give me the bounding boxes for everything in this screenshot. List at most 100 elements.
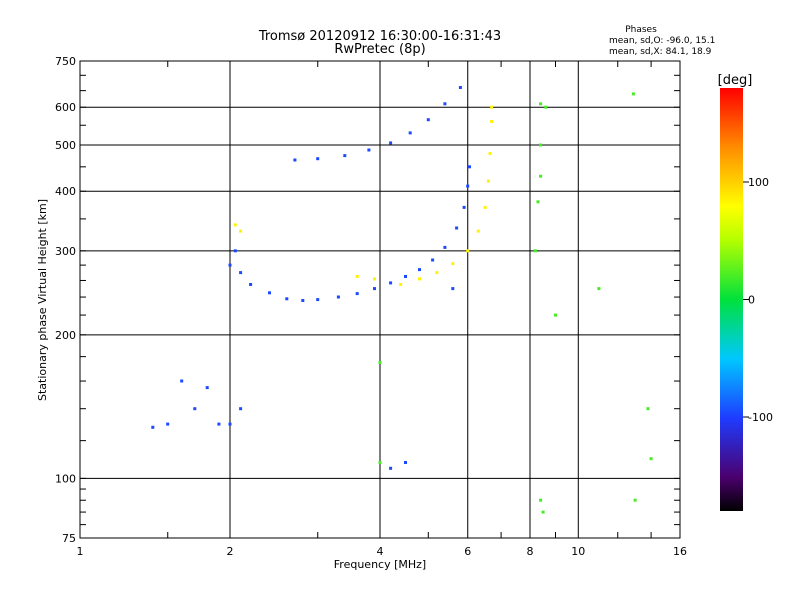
y-tick-label: 100 [55, 472, 76, 485]
x-tick-label: 8 [527, 545, 534, 558]
data-point [483, 205, 487, 209]
data-point [431, 258, 435, 262]
data-point [426, 118, 430, 122]
stats-line-x: mean, sd,X: 84.1, 18.9 [609, 47, 712, 57]
data-point [249, 283, 253, 286]
data-point [151, 425, 155, 429]
data-point [268, 291, 271, 295]
data-point [544, 105, 548, 109]
data-point [217, 422, 221, 426]
data-point [378, 461, 382, 464]
data-point [316, 298, 320, 302]
y-tick-label: 75 [62, 532, 76, 545]
colorbar-tick-label: 100 [748, 176, 769, 189]
y-tick-label: 400 [55, 185, 76, 198]
data-point [539, 102, 543, 106]
data-point [408, 131, 412, 135]
data-points [151, 86, 653, 514]
data-point [649, 457, 653, 461]
data-point [316, 157, 320, 161]
data-point [355, 275, 359, 278]
data-point [646, 407, 650, 411]
data-point [486, 179, 490, 183]
data-point [451, 262, 455, 266]
data-point [343, 154, 347, 158]
data-point [301, 299, 305, 302]
stats-line-o: mean, sd,O: -96.0, 15.1 [609, 36, 715, 46]
data-point [455, 226, 459, 230]
grid-lines [80, 61, 680, 538]
data-point [166, 422, 170, 426]
x-tick-label: 16 [673, 545, 687, 558]
colorbar-label: [deg] [718, 73, 753, 88]
data-point [443, 245, 447, 249]
data-point [389, 141, 393, 145]
data-point [536, 200, 540, 204]
data-point [205, 386, 209, 390]
data-point [476, 229, 480, 233]
y-axis-label: Stationary phase Virtual Height [km] [36, 199, 49, 401]
data-point [399, 283, 403, 286]
data-point [490, 120, 494, 123]
data-point [418, 277, 421, 281]
data-point [336, 295, 340, 299]
data-point [239, 229, 243, 233]
chart-subtitle: RwPretec (8p) [334, 42, 425, 57]
data-point [373, 277, 376, 281]
y-tick-label: 500 [55, 139, 76, 152]
data-point [539, 498, 543, 502]
data-point [539, 174, 543, 178]
data-point [285, 297, 289, 301]
colorbar [720, 88, 743, 511]
x-tick-label: 2 [227, 545, 234, 558]
data-point [239, 271, 243, 275]
y-tick-label: 200 [55, 329, 76, 342]
data-point [233, 249, 237, 253]
data-point [633, 498, 637, 502]
x-tick-label: 6 [464, 545, 471, 558]
data-point [389, 281, 393, 285]
data-point [355, 292, 359, 296]
data-point [554, 313, 557, 317]
data-point [466, 184, 470, 188]
data-point [488, 152, 492, 155]
data-point [378, 361, 382, 364]
y-tick-label: 600 [55, 101, 76, 114]
data-point [462, 205, 466, 209]
stats-heading: Phases [625, 25, 657, 35]
data-point [404, 275, 407, 278]
colorbar-tick-label: -100 [748, 411, 773, 424]
x-tick-label: 10 [571, 545, 585, 558]
y-tick-label: 300 [55, 245, 76, 258]
x-tick-label: 1 [77, 545, 84, 558]
data-point [490, 105, 494, 109]
y-tick-label: 750 [55, 55, 76, 68]
data-point [466, 249, 470, 253]
data-point [193, 407, 197, 411]
x-tick-label: 4 [377, 545, 384, 558]
data-point [389, 466, 393, 470]
chart-title: Tromsø 20120912 16:30:00-16:31:43 [258, 29, 501, 44]
data-point [458, 86, 462, 89]
colorbar-ticks: 100 0 -100 [743, 176, 773, 424]
data-point [539, 143, 543, 147]
axis-ticks: 1 2 4 6 8 10 16 75 100 200 300 400 500 600 750 [55, 55, 687, 558]
data-point [233, 223, 237, 227]
data-point [631, 92, 635, 96]
data-point [597, 287, 601, 291]
data-point [533, 249, 537, 253]
plot-area: 1 2 4 6 8 10 16 75 100 200 300 400 500 600 750 [55, 55, 687, 558]
data-point [367, 148, 371, 152]
data-point [468, 165, 471, 169]
data-point [228, 263, 232, 267]
data-point [239, 407, 243, 411]
data-point [373, 287, 376, 291]
data-point [541, 510, 545, 514]
data-point [451, 287, 455, 291]
data-point [180, 379, 184, 383]
x-axis-label: Frequency [MHz] [334, 558, 426, 571]
data-point [228, 422, 232, 426]
data-point [293, 158, 297, 162]
colorbar-tick-label: 0 [748, 294, 755, 307]
